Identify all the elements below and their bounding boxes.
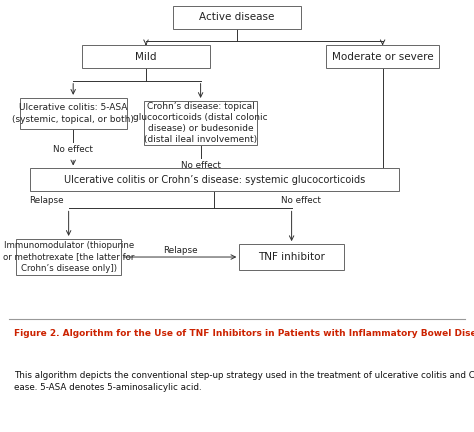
Text: No effect: No effect [53, 145, 93, 154]
Text: Figure 2. Algorithm for the Use of TNF Inhibitors in Patients with Inflammatory : Figure 2. Algorithm for the Use of TNF I… [14, 329, 474, 338]
FancyBboxPatch shape [239, 244, 344, 270]
FancyBboxPatch shape [30, 168, 399, 191]
Text: Crohn’s disease: topical
glucocorticoids (distal colonic
disease) or budesonide
: Crohn’s disease: topical glucocorticoids… [133, 102, 268, 144]
Text: Ulcerative colitis or Crohn’s disease: systemic glucocorticoids: Ulcerative colitis or Crohn’s disease: s… [64, 175, 365, 185]
Text: Immunomodulator (thiopurine
or methotrexate [the latter for
Crohn’s disease only: Immunomodulator (thiopurine or methotrex… [3, 241, 134, 273]
Text: Relapse: Relapse [163, 246, 197, 255]
Text: Relapse: Relapse [28, 196, 63, 205]
Text: No effect: No effect [181, 161, 220, 170]
Text: Ulcerative colitis: 5-ASA
(systemic, topical, or both): Ulcerative colitis: 5-ASA (systemic, top… [12, 104, 134, 124]
Text: Moderate or severe: Moderate or severe [332, 52, 433, 62]
Text: Mild: Mild [135, 52, 157, 62]
FancyBboxPatch shape [20, 98, 127, 129]
FancyBboxPatch shape [144, 101, 257, 145]
FancyBboxPatch shape [82, 45, 210, 68]
Text: This algorithm depicts the conventional step-up strategy used in the treatment o: This algorithm depicts the conventional … [14, 372, 474, 392]
Text: No effect: No effect [281, 196, 320, 205]
Text: TNF inhibitor: TNF inhibitor [258, 252, 325, 262]
FancyBboxPatch shape [173, 6, 301, 29]
FancyBboxPatch shape [16, 239, 121, 275]
Text: Active disease: Active disease [199, 13, 275, 22]
FancyBboxPatch shape [326, 45, 439, 68]
